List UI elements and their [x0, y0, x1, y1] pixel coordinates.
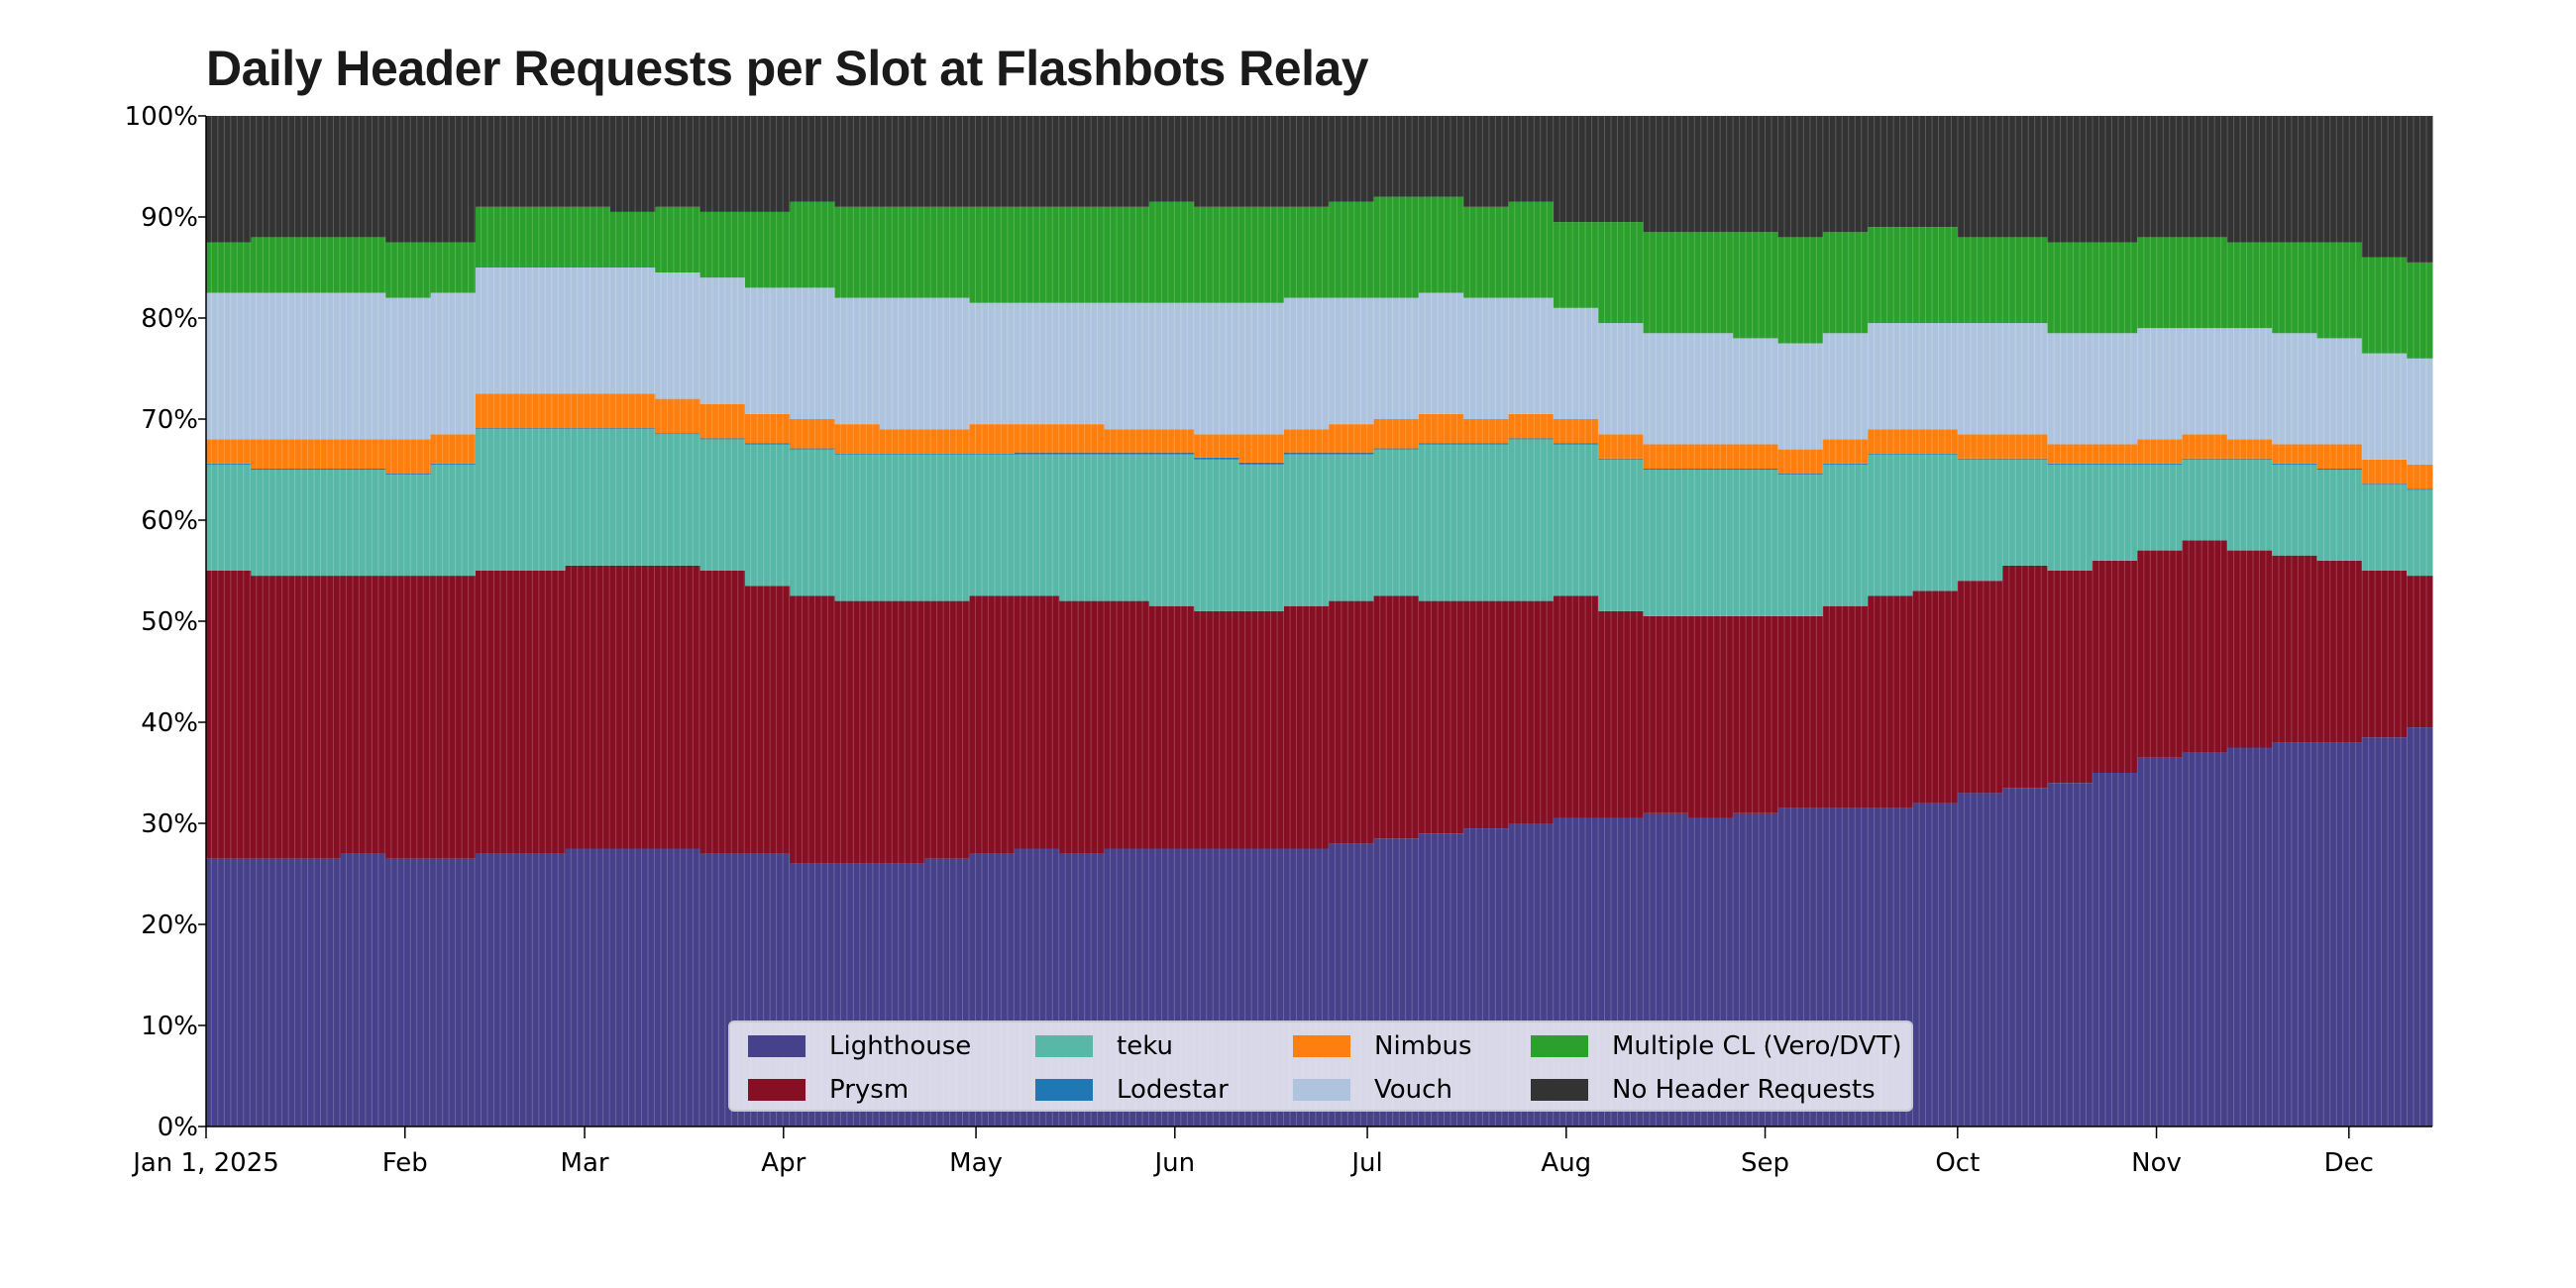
- legend-swatch: [1035, 1035, 1093, 1057]
- legend-item: Lighthouse: [748, 1024, 1035, 1068]
- legend-item: Nimbus: [1293, 1024, 1531, 1068]
- legend-item: No Header Requests: [1531, 1068, 1927, 1112]
- legend-item: Prysm: [748, 1068, 1035, 1112]
- x-tick-label: Apr: [761, 1148, 805, 1178]
- y-tick-label: 80%: [141, 304, 198, 334]
- legend: Lighthouse Prysm teku Lodestar Nimbus Vouch Mu…: [728, 1020, 1913, 1112]
- axes-layer: 0% 10% 20% 30% 40% 50% 60% 70% 80% 90% 100% Jan 1, …: [125, 102, 2432, 1178]
- legend-label: Prysm: [829, 1075, 910, 1105]
- x-tick-label: Dec: [2324, 1148, 2374, 1178]
- legend-item: teku: [1035, 1024, 1293, 1068]
- y-tick-label: 30%: [141, 809, 198, 839]
- legend-label: No Header Requests: [1612, 1075, 1876, 1105]
- legend-swatch: [1293, 1035, 1350, 1057]
- legend-item: Multiple CL (Vero/DVT): [1531, 1024, 1927, 1068]
- x-tick-label: Feb: [382, 1148, 428, 1178]
- y-tick-label: 90%: [141, 203, 198, 233]
- legend-label: Nimbus: [1374, 1031, 1472, 1061]
- x-tick-label: Jan 1, 2025: [131, 1148, 279, 1178]
- legend-swatch: [748, 1035, 805, 1057]
- legend-label: Multiple CL (Vero/DVT): [1612, 1031, 1902, 1061]
- x-tick-label: Jun: [1152, 1148, 1195, 1178]
- y-tick-label: 0%: [158, 1113, 198, 1142]
- y-tick-label: 20%: [141, 911, 198, 940]
- x-tick-label: Nov: [2131, 1148, 2182, 1178]
- x-tick-label: Mar: [561, 1148, 609, 1178]
- legend-label: Lodestar: [1117, 1075, 1229, 1105]
- legend-swatch: [1035, 1079, 1093, 1101]
- y-tick-label: 40%: [141, 708, 198, 738]
- y-tick-label: 50%: [141, 607, 198, 637]
- y-tick-label: 10%: [141, 1012, 198, 1041]
- legend-label: Lighthouse: [829, 1031, 972, 1061]
- legend-swatch: [748, 1079, 805, 1101]
- x-tick-label: Aug: [1541, 1148, 1591, 1178]
- x-tick-label: Oct: [1935, 1148, 1980, 1178]
- legend-item: Lodestar: [1035, 1068, 1293, 1112]
- legend-item: Vouch: [1293, 1068, 1531, 1112]
- legend-label: teku: [1117, 1031, 1173, 1061]
- x-tick-label: May: [949, 1148, 1003, 1178]
- x-tick-label: Jul: [1349, 1148, 1382, 1178]
- daily-bar-separators: [206, 116, 2432, 1127]
- y-tick-label: 70%: [141, 405, 198, 435]
- legend-swatch: [1293, 1079, 1350, 1101]
- chart-title: Daily Header Requests per Slot at Flashb…: [206, 41, 1369, 96]
- legend-swatch: [1531, 1035, 1588, 1057]
- legend-swatch: [1531, 1079, 1588, 1101]
- x-tick-label: Sep: [1741, 1148, 1789, 1178]
- legend-label: Vouch: [1374, 1075, 1452, 1105]
- y-tick-label: 60%: [141, 506, 198, 536]
- y-tick-label: 100%: [125, 102, 198, 132]
